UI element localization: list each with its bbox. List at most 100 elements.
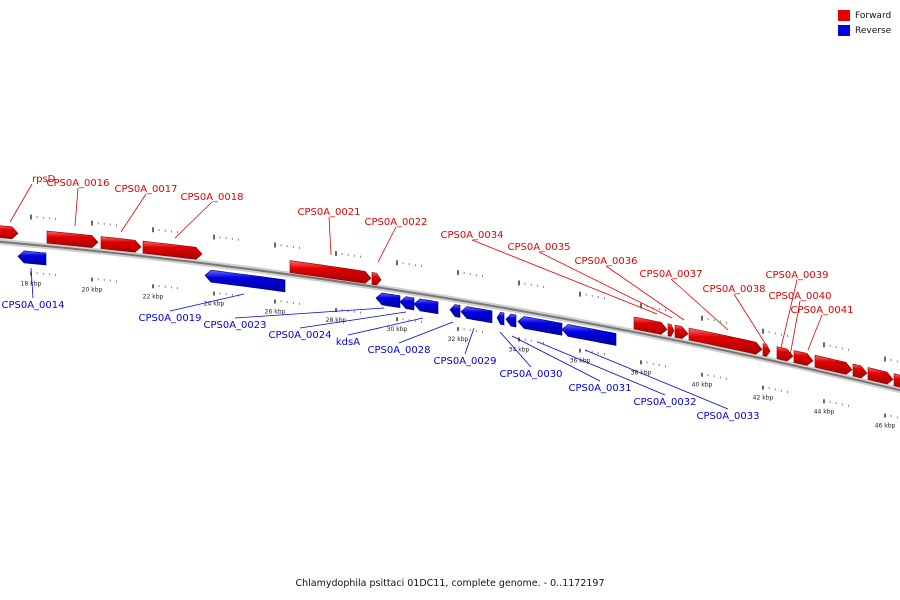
reverse-swatch xyxy=(838,25,850,36)
gene-label[interactable]: CPS0A_0040 xyxy=(768,291,831,302)
gene-label[interactable]: CPS0A_0017 xyxy=(114,184,177,195)
legend-forward: Forward xyxy=(838,8,891,23)
gene-forward[interactable] xyxy=(852,363,868,379)
gene-label[interactable]: CPS0A_0018 xyxy=(180,192,243,203)
gene-label[interactable]: CPS0A_0037 xyxy=(639,269,702,280)
gene-reverse[interactable] xyxy=(449,304,461,318)
gene-label[interactable]: CPS0A_0039 xyxy=(765,270,828,281)
tick-label: 32 kbp xyxy=(448,336,469,343)
gene-label[interactable]: CPS0A_0034 xyxy=(440,230,503,241)
gene-label[interactable]: CPS0A_0032 xyxy=(633,397,696,408)
tick-label: 40 kbp xyxy=(692,382,713,389)
gene-label[interactable]: rpsD xyxy=(32,174,56,185)
gene-label[interactable]: CPS0A_0031 xyxy=(568,383,631,394)
gene-label-leader xyxy=(789,300,801,357)
gene-reverse[interactable] xyxy=(505,313,517,328)
gene-label-leader xyxy=(9,183,33,223)
gene-label[interactable]: CPS0A_0021 xyxy=(297,207,360,218)
gene-label-leader xyxy=(538,251,673,319)
gene-forward[interactable] xyxy=(100,236,142,253)
gene-label-leader xyxy=(499,331,532,368)
gene-reverse[interactable] xyxy=(561,324,617,346)
gene-forward[interactable] xyxy=(688,327,763,355)
gene-reverse[interactable] xyxy=(460,306,493,324)
gene-features xyxy=(0,225,900,389)
gene-label[interactable]: CPS0A_0022 xyxy=(364,217,427,228)
gene-label-leader xyxy=(328,216,332,256)
gene-label[interactable]: CPS0A_0019 xyxy=(138,313,201,324)
gene-forward[interactable] xyxy=(289,260,372,284)
gene-label-leader xyxy=(733,293,769,349)
gene-reverse[interactable] xyxy=(375,292,401,309)
gene-label-leader xyxy=(299,311,407,329)
tick-label: 28 kbp xyxy=(326,317,347,324)
gene-forward[interactable] xyxy=(793,350,814,366)
gene-forward[interactable] xyxy=(776,346,794,362)
gene-label[interactable]: CPS0A_0023 xyxy=(203,320,266,331)
gene-label-leader xyxy=(174,201,213,239)
gene-forward[interactable] xyxy=(46,230,99,248)
gene-label-leader xyxy=(377,226,397,263)
tick-label: 22 kbp xyxy=(143,293,164,300)
gene-label-leader xyxy=(584,349,729,410)
gene-reverse[interactable] xyxy=(204,269,286,293)
tick-label: 18 kbp xyxy=(21,281,42,288)
tick-label: 46 kbp xyxy=(875,423,896,430)
gene-label-leader xyxy=(464,327,475,355)
map-caption: Chlamydophila psittaci 01DC11, complete … xyxy=(295,578,605,589)
tick-label: 24 kbp xyxy=(204,301,225,308)
gene-label[interactable]: CPS0A_0028 xyxy=(367,345,430,356)
gene-reverse[interactable] xyxy=(413,298,439,315)
gene-reverse[interactable] xyxy=(399,296,415,311)
gene-forward[interactable] xyxy=(0,225,19,240)
gene-label[interactable]: CPS0A_0014 xyxy=(1,300,64,311)
gene-forward[interactable] xyxy=(762,343,771,357)
gene-forward[interactable] xyxy=(633,316,668,335)
gene-label[interactable]: kdsA xyxy=(336,337,360,348)
legend-reverse: Reverse xyxy=(838,23,891,38)
gene-label[interactable]: CPS0A_0035 xyxy=(507,242,570,253)
gene-forward[interactable] xyxy=(893,373,900,389)
legend-forward-label: Forward xyxy=(855,10,892,21)
gene-label-leader xyxy=(605,265,685,321)
gene-label-leader xyxy=(670,278,729,331)
legend-reverse-label: Reverse xyxy=(855,25,892,36)
gene-label-leader xyxy=(169,293,245,312)
tick-label: 20 kbp xyxy=(82,287,103,294)
gene-label-lines xyxy=(9,183,823,410)
gene-label-leader xyxy=(30,267,34,299)
gene-label-leader xyxy=(807,314,823,351)
scale-ticks: 18 kbp 20 kbp 22 kbp 24 kbp 26 kbp 28 kbp 30 k… xyxy=(21,214,898,430)
tick-label: 34 kbp xyxy=(509,347,530,354)
tick-label: 36 kbp xyxy=(570,358,591,365)
gene-label[interactable]: CPS0A_0030 xyxy=(499,369,562,380)
backbone-shadow xyxy=(0,238,900,394)
gene-label-leader xyxy=(234,307,385,319)
tick-label: 30 kbp xyxy=(387,326,408,333)
gene-label-leader xyxy=(74,187,79,227)
gene-forward[interactable] xyxy=(867,367,894,385)
tick-label: 42 kbp xyxy=(753,395,774,402)
gene-forward[interactable] xyxy=(142,240,203,260)
gene-forward[interactable] xyxy=(674,324,689,339)
tick-label: 26 kbp xyxy=(265,308,286,315)
gene-label-leader xyxy=(537,341,666,396)
gene-forward[interactable] xyxy=(667,323,675,337)
gene-reverse[interactable] xyxy=(496,311,505,326)
gene-label[interactable]: CPS0A_0033 xyxy=(696,411,759,422)
gene-label[interactable]: CPS0A_0029 xyxy=(433,356,496,367)
gene-forward[interactable] xyxy=(371,272,382,286)
gene-label-leader xyxy=(511,335,601,382)
gene-label[interactable]: CPS0A_0038 xyxy=(702,284,765,295)
gene-label-leader xyxy=(120,193,147,233)
gene-forward[interactable] xyxy=(814,354,853,375)
gene-reverse[interactable] xyxy=(17,250,47,266)
gene-label[interactable]: CPS0A_0041 xyxy=(790,305,853,316)
gene-label-leader xyxy=(347,317,424,336)
gene-label-leader xyxy=(398,321,454,344)
gene-label[interactable]: CPS0A_0024 xyxy=(268,330,331,341)
gene-label[interactable]: CPS0A_0016 xyxy=(46,178,109,189)
gene-label[interactable]: CPS0A_0036 xyxy=(574,256,637,267)
gene-label-leader xyxy=(471,239,658,315)
